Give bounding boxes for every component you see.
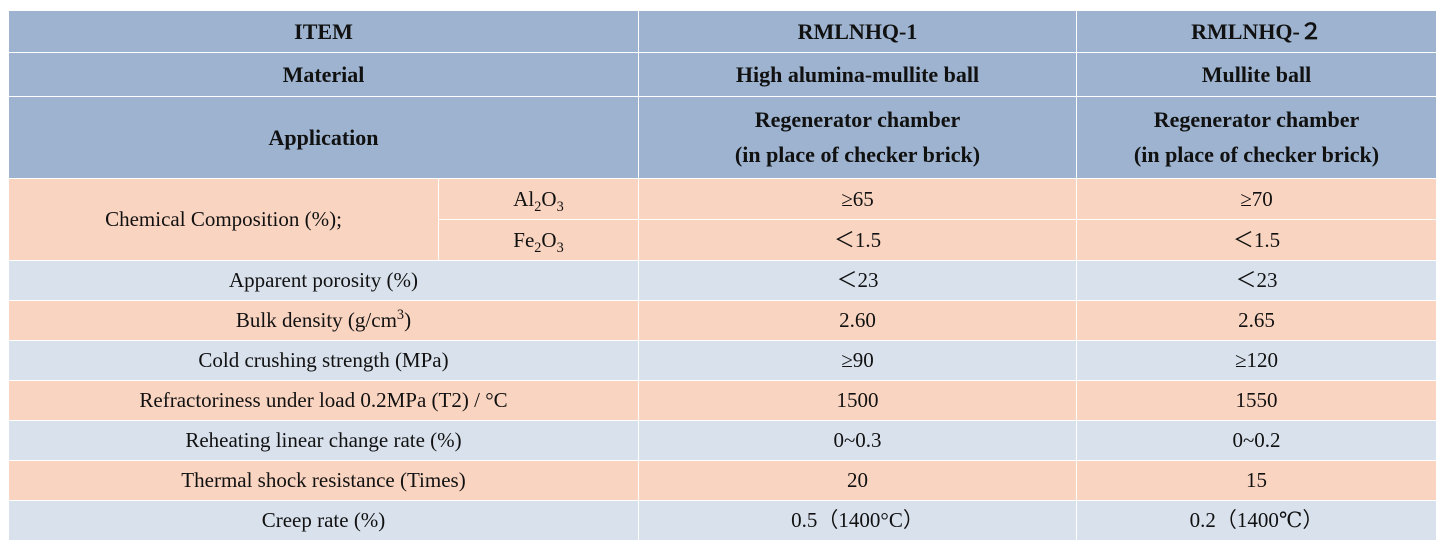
application-label-cell: Application — [9, 97, 639, 179]
material-product-1-cell: High alumina-mullite ball — [639, 53, 1077, 97]
reheating-linear-change-row: Reheating linear change rate (%) 0~0.3 0… — [9, 421, 1437, 461]
fe2o3-label-cell: Fe2O3 — [439, 220, 639, 261]
reheating-linear-change-product-2-cell: 0~0.2 — [1077, 421, 1437, 461]
bulk-density-product-2-cell: 2.65 — [1077, 301, 1437, 341]
bulk-density-label-pre: Bulk density (g/cm — [236, 308, 397, 332]
al2o3-label-cell: Al2O3 — [439, 179, 639, 220]
material-label-cell: Material — [9, 53, 639, 97]
thermal-shock-product-2-cell: 15 — [1077, 461, 1437, 501]
fe2o3-base-2: O — [541, 228, 556, 252]
refractoriness-product-1-cell: 1500 — [639, 381, 1077, 421]
al2o3-base-2: O — [541, 187, 556, 211]
fe2o3-base-1: Fe — [513, 228, 534, 252]
refractoriness-row: Refractoriness under load 0.2MPa (T2) / … — [9, 381, 1437, 421]
creep-rate-label-cell: Creep rate (%) — [9, 501, 639, 541]
application-row: Application Regenerator chamber (in plac… — [9, 97, 1437, 179]
refractoriness-label-cell: Refractoriness under load 0.2MPa (T2) / … — [9, 381, 639, 421]
al2o3-product-1-cell: ≥65 — [639, 179, 1077, 220]
header-product-1-cell: RMLNHQ-1 — [639, 11, 1077, 53]
apparent-porosity-label-cell: Apparent porosity (%) — [9, 261, 639, 301]
fe2o3-sub-2: 3 — [557, 240, 564, 256]
fe2o3-product-1-cell: ＜1.5 — [639, 220, 1077, 261]
bulk-density-label-post: ) — [404, 308, 411, 332]
refractoriness-product-2-cell: 1550 — [1077, 381, 1437, 421]
creep-rate-product-1-cell: 0.5（1400°C） — [639, 501, 1077, 541]
application-product-1-line-2: (in place of checker brick) — [645, 138, 1070, 172]
thermal-shock-label-cell: Thermal shock resistance (Times) — [9, 461, 639, 501]
header-product-2-cell: RMLNHQ-２ — [1077, 11, 1437, 53]
apparent-porosity-row: Apparent porosity (%) ＜23 ＜23 — [9, 261, 1437, 301]
cold-crushing-strength-product-1-cell: ≥90 — [639, 341, 1077, 381]
header-item-cell: ITEM — [9, 11, 639, 53]
material-product-2-cell: Mullite ball — [1077, 53, 1437, 97]
thermal-shock-row: Thermal shock resistance (Times) 20 15 — [9, 461, 1437, 501]
material-row: Material High alumina-mullite ball Mulli… — [9, 53, 1437, 97]
cold-crushing-strength-label-cell: Cold crushing strength (MPa) — [9, 341, 639, 381]
chemical-composition-label-cell: Chemical Composition (%); — [9, 179, 439, 261]
cold-crushing-strength-row: Cold crushing strength (MPa) ≥90 ≥120 — [9, 341, 1437, 381]
header-row: ITEM RMLNHQ-1 RMLNHQ-２ — [9, 11, 1437, 53]
al2o3-sub-2: 3 — [557, 199, 564, 215]
thermal-shock-product-1-cell: 20 — [639, 461, 1077, 501]
reheating-linear-change-product-1-cell: 0~0.3 — [639, 421, 1077, 461]
application-product-2-cell: Regenerator chamber (in place of checker… — [1077, 97, 1437, 179]
spec-table-container: ITEM RMLNHQ-1 RMLNHQ-２ Material High alu… — [8, 10, 1436, 541]
bulk-density-label-sup: 3 — [397, 307, 404, 323]
application-product-2-line-1: Regenerator chamber — [1083, 103, 1430, 137]
al2o3-product-2-cell: ≥70 — [1077, 179, 1437, 220]
fe2o3-product-2-cell: ＜1.5 — [1077, 220, 1437, 261]
apparent-porosity-product-2-cell: ＜23 — [1077, 261, 1437, 301]
application-product-2-line-2: (in place of checker brick) — [1083, 138, 1430, 172]
cold-crushing-strength-product-2-cell: ≥120 — [1077, 341, 1437, 381]
reheating-linear-change-label-cell: Reheating linear change rate (%) — [9, 421, 639, 461]
creep-rate-row: Creep rate (%) 0.5（1400°C） 0.2（1400℃） — [9, 501, 1437, 541]
creep-rate-product-2-cell: 0.2（1400℃） — [1077, 501, 1437, 541]
chemical-al2o3-row: Chemical Composition (%); Al2O3 ≥65 ≥70 — [9, 179, 1437, 220]
apparent-porosity-product-1-cell: ＜23 — [639, 261, 1077, 301]
bulk-density-label-cell: Bulk density (g/cm3) — [9, 301, 639, 341]
bulk-density-row: Bulk density (g/cm3) 2.60 2.65 — [9, 301, 1437, 341]
application-product-1-cell: Regenerator chamber (in place of checker… — [639, 97, 1077, 179]
application-product-1-line-1: Regenerator chamber — [645, 103, 1070, 137]
spec-table: ITEM RMLNHQ-1 RMLNHQ-２ Material High alu… — [8, 10, 1437, 541]
al2o3-base-1: Al — [513, 187, 534, 211]
bulk-density-product-1-cell: 2.60 — [639, 301, 1077, 341]
